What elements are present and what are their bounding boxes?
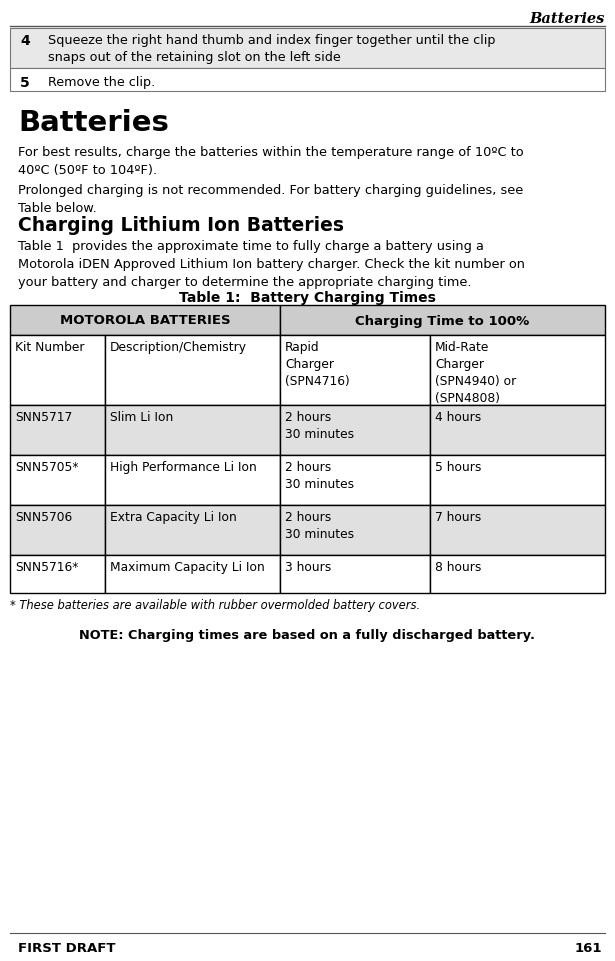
Text: * These batteries are available with rubber overmolded battery covers.: * These batteries are available with rub…: [10, 599, 420, 611]
Text: Batteries: Batteries: [530, 12, 605, 26]
Text: SNN5716*: SNN5716*: [15, 560, 78, 574]
Text: 8 hours: 8 hours: [435, 560, 482, 574]
Bar: [105, 406, 280, 456]
Bar: [430, 555, 605, 593]
Text: 4 hours: 4 hours: [435, 410, 482, 424]
Text: SNN5717: SNN5717: [15, 410, 72, 424]
Bar: [280, 555, 430, 593]
Text: 7 hours: 7 hours: [435, 510, 482, 524]
Text: Table 1  provides the approximate time to fully charge a battery using a
Motorol: Table 1 provides the approximate time to…: [18, 239, 525, 288]
Text: 2 hours
30 minutes: 2 hours 30 minutes: [285, 510, 354, 541]
Bar: [10, 406, 105, 456]
Bar: [10, 29, 605, 69]
Text: 4: 4: [20, 34, 30, 48]
Bar: [10, 505, 105, 555]
Text: Rapid
Charger
(SPN4716): Rapid Charger (SPN4716): [285, 340, 350, 387]
Text: For best results, charge the batteries within the temperature range of 10ºC to
4: For best results, charge the batteries w…: [18, 146, 523, 177]
Bar: [105, 335, 280, 406]
Bar: [10, 456, 105, 505]
Text: Description/Chemistry: Description/Chemistry: [110, 340, 247, 354]
Text: Maximum Capacity Li Ion: Maximum Capacity Li Ion: [110, 560, 264, 574]
Text: 2 hours
30 minutes: 2 hours 30 minutes: [285, 460, 354, 491]
Bar: [105, 555, 280, 593]
Text: SNN5706: SNN5706: [15, 510, 72, 524]
Bar: [280, 456, 430, 505]
Text: Charging Time to 100%: Charging Time to 100%: [355, 314, 530, 327]
Text: NOTE: Charging times are based on a fully discharged battery.: NOTE: Charging times are based on a full…: [79, 628, 535, 641]
Text: Extra Capacity Li Ion: Extra Capacity Li Ion: [110, 510, 237, 524]
Text: FIRST DRAFT: FIRST DRAFT: [18, 941, 116, 954]
Bar: [10, 335, 105, 406]
Text: 161: 161: [574, 941, 602, 954]
Bar: [280, 406, 430, 456]
Text: 2 hours
30 minutes: 2 hours 30 minutes: [285, 410, 354, 441]
Bar: [280, 306, 605, 335]
Text: Batteries: Batteries: [18, 109, 169, 136]
Text: Remove the clip.: Remove the clip.: [48, 76, 155, 89]
Bar: [430, 456, 605, 505]
Bar: [10, 555, 105, 593]
Text: Mid-Rate
Charger
(SPN4940) or
(SPN4808): Mid-Rate Charger (SPN4940) or (SPN4808): [435, 340, 516, 405]
Text: Slim Li Ion: Slim Li Ion: [110, 410, 173, 424]
Bar: [105, 456, 280, 505]
Bar: [430, 406, 605, 456]
Text: MOTOROLA BATTERIES: MOTOROLA BATTERIES: [60, 314, 230, 327]
Text: Kit Number: Kit Number: [15, 340, 84, 354]
Bar: [280, 335, 430, 406]
Text: 3 hours: 3 hours: [285, 560, 331, 574]
Text: Table 1:  Battery Charging Times: Table 1: Battery Charging Times: [178, 290, 435, 305]
Bar: [280, 505, 430, 555]
Text: High Performance Li Ion: High Performance Li Ion: [110, 460, 256, 474]
Text: Prolonged charging is not recommended. For battery charging guidelines, see
Tabl: Prolonged charging is not recommended. F…: [18, 184, 523, 214]
Text: SNN5705*: SNN5705*: [15, 460, 79, 474]
Text: 5 hours: 5 hours: [435, 460, 482, 474]
Bar: [430, 505, 605, 555]
Text: Charging Lithium Ion Batteries: Charging Lithium Ion Batteries: [18, 216, 344, 234]
Bar: [105, 505, 280, 555]
Text: 5: 5: [20, 76, 30, 90]
Text: Squeeze the right hand thumb and index finger together until the clip
snaps out : Squeeze the right hand thumb and index f…: [48, 34, 496, 64]
Bar: [10, 306, 280, 335]
Bar: [430, 335, 605, 406]
Bar: [10, 69, 605, 92]
